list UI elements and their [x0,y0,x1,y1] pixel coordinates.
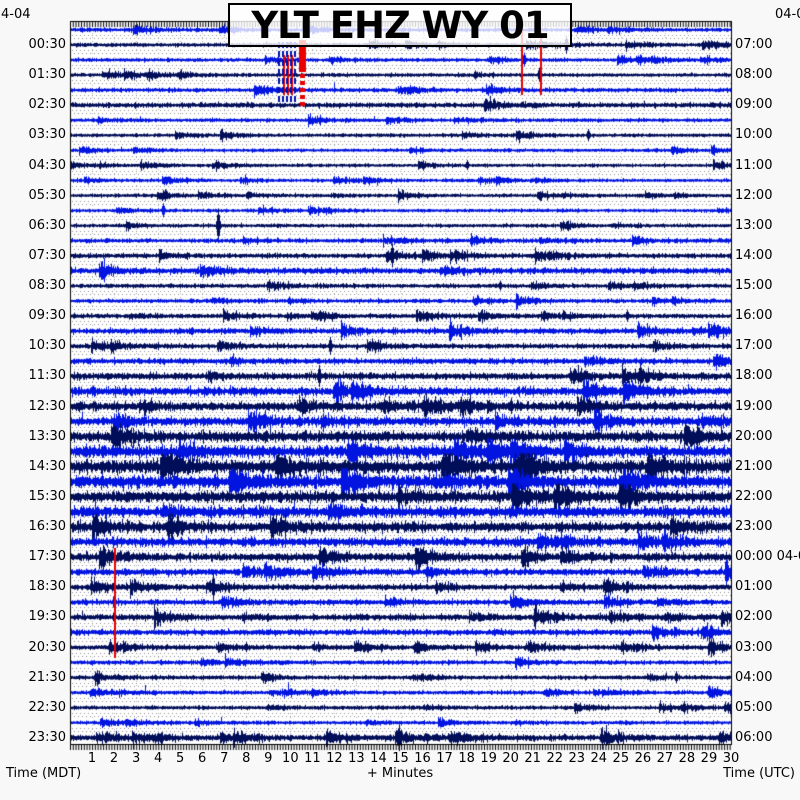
right-time-label: 11:00 [735,157,773,173]
minute-tick-label: 18 [458,751,475,766]
right-time-label: 06:00 [735,729,773,745]
left-time-label: 19:30 [28,609,66,625]
right-time-label: 07:00 [735,37,773,53]
left-time-label: 16:30 [28,519,66,535]
minute-tick-label: 25 [612,751,630,766]
minute-tick-label: 23 [568,751,586,766]
minute-tick-label: 4 [153,751,163,766]
left-time-label: 02:30 [28,97,66,113]
date-label-top-right: 04-0 [775,7,800,22]
left-time-label: 13:30 [28,428,66,444]
right-time-label: 16:00 [735,308,773,324]
right-time-label: 00:00 04-05 [735,549,800,565]
axis-caption-utc: Time (UTC) [723,766,795,781]
minute-tick-label: 15 [392,751,409,766]
minute-tick-label: 5 [176,751,185,766]
right-time-label: 09:00 [735,97,773,113]
right-time-label: 05:00 [735,699,773,715]
left-time-label: 03:30 [28,127,66,143]
minute-tick-label: 1 [87,751,97,766]
minute-tick-label: 2 [109,751,119,766]
right-time-label: 22:00 [735,488,773,504]
left-time-label: 00:30 [28,37,66,53]
minute-tick-label: 29 [700,751,718,766]
left-time-label: 06:30 [28,217,66,233]
left-time-label: 22:30 [28,699,66,715]
right-time-label: 20:00 [735,428,773,444]
left-time-label: 10:30 [28,338,66,354]
minute-tick-label: 10 [282,751,299,766]
left-time-label: 23:30 [28,729,66,745]
left-time-label: 07:30 [28,247,66,263]
minute-tick-label: 16 [414,751,431,766]
minute-tick-label: 19 [480,751,497,766]
minute-tick-label: 11 [304,751,321,766]
right-time-label: 21:00 [735,458,773,474]
right-time-label: 14:00 [735,247,773,263]
date-label-top-left: 4-04 [1,7,31,22]
left-time-label: 18:30 [28,579,66,595]
right-time-label: 19:00 [735,398,773,414]
minute-tick-label: 13 [348,751,365,766]
right-time-label: 15:00 [735,278,773,294]
minute-tick-label: 17 [436,751,453,766]
minute-tick-label: 26 [634,751,652,766]
left-time-label: 12:30 [28,398,66,414]
right-time-label: 12:00 [735,187,773,203]
left-time-label: 17:30 [28,549,66,565]
left-time-label: 21:30 [28,669,66,685]
minute-tick-label: 6 [198,751,207,766]
minute-tick-label: 8 [242,751,251,766]
left-time-label: 01:30 [28,67,66,83]
right-time-label: 03:00 [735,639,773,655]
left-time-label: 20:30 [28,639,66,655]
minute-tick-label: 27 [656,751,674,766]
left-time-label: 15:30 [28,488,66,504]
left-time-label: 11:30 [28,368,66,384]
axis-caption-mdt: Time (MDT) [6,766,82,781]
station-title: YLT EHZ WY 01 [251,3,549,47]
left-time-label: 14:30 [28,458,66,474]
minute-tick-label: 28 [678,751,696,766]
minute-tick-label: 3 [131,751,141,766]
right-time-label: 13:00 [735,217,773,233]
minute-tick-label: 7 [220,751,229,766]
right-time-label: 17:00 [735,338,773,354]
minute-tick-label: 24 [590,751,608,766]
left-time-label: 05:30 [28,187,66,203]
axis-caption-minutes: + Minutes [366,766,434,781]
right-time-label: 08:00 [735,67,773,83]
minute-tick-label: 21 [524,751,541,766]
minute-tick-label: 22 [546,751,563,766]
right-time-label: 18:00 [735,368,773,384]
minute-tick-label: 30 [722,751,740,766]
right-time-label: 04:00 [735,669,773,685]
right-time-label: 23:00 [735,519,773,535]
minute-tick-label: 9 [264,751,273,766]
minute-tick-label: 20 [502,751,519,766]
minute-tick-label: 14 [370,751,387,766]
minute-tick-label: 12 [326,751,343,766]
right-time-label: 10:00 [735,127,773,143]
left-time-label: 08:30 [28,278,66,294]
left-time-label: 04:30 [28,157,66,173]
right-time-label: 01:00 [735,579,773,595]
station-title-box: YLT EHZ WY 01 [228,3,572,47]
left-time-label: 09:30 [28,308,66,324]
right-time-label: 02:00 [735,609,773,625]
